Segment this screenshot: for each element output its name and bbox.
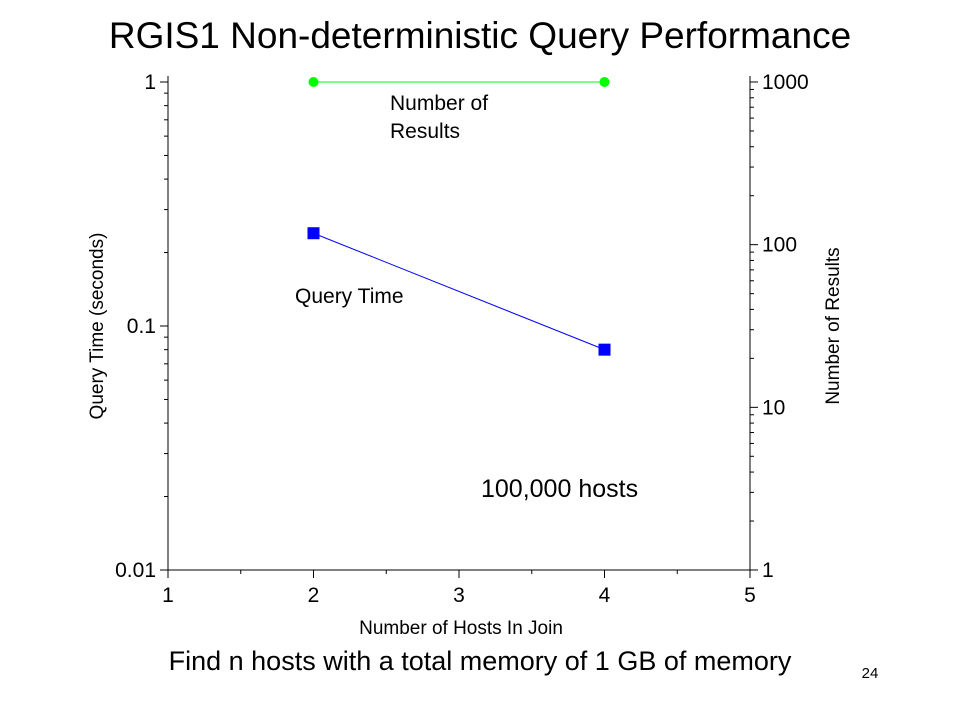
query-time-point: [307, 227, 320, 240]
query-time-point: [598, 343, 611, 356]
right-tick-label: 1000: [762, 71, 809, 94]
right-tick-label: 100: [762, 234, 797, 257]
left-y-axis-title: Query Time (seconds): [87, 233, 108, 420]
number-of-results-series-label: Number of Results: [390, 92, 488, 143]
axes: [160, 76, 758, 578]
number-of-results-point: [599, 77, 610, 87]
x-tick-label: 3: [453, 584, 465, 607]
x-tick-label: 1: [162, 584, 174, 607]
x-tick-label: 4: [599, 584, 611, 607]
labels-layer: 0.01 0.1 1 1 10 100 1000 1 2 3 4 5 Number of Hosts I…: [87, 71, 844, 639]
x-tick-label: 5: [744, 584, 756, 607]
right-tick-label: 1: [762, 559, 774, 582]
number-of-results-point: [308, 77, 319, 87]
left-tick-label: 0.1: [127, 315, 156, 338]
series-layer: [307, 77, 611, 356]
left-tick-label: 0.01: [115, 559, 156, 582]
right-tick-label: 10: [762, 396, 785, 419]
slide-title: RGIS1 Non-deterministic Query Performanc…: [108, 15, 852, 56]
page-number: 24: [861, 665, 879, 682]
left-tick-label: 1: [144, 71, 156, 94]
hosts-annotation: 100,000 hosts: [481, 475, 638, 503]
slide-caption: Find n hosts with a total memory of 1 GB…: [168, 646, 792, 676]
query-time-series-label: Query Time: [295, 285, 404, 308]
right-y-axis-title: Number of Results: [823, 247, 844, 404]
query-time-line: [313, 232, 605, 351]
x-axis-title: Number of Hosts In Join: [359, 618, 563, 639]
x-tick-label: 2: [308, 584, 320, 607]
